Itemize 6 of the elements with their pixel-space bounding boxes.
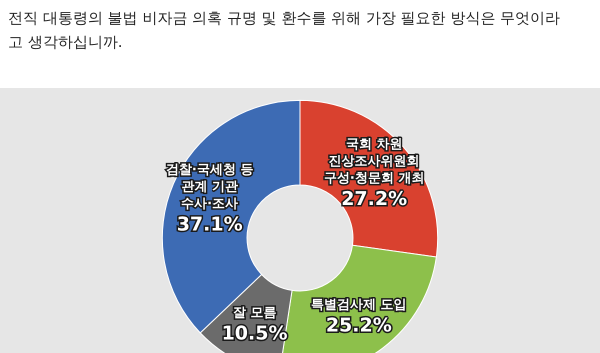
slice-label: 특별검사제 도입 bbox=[311, 297, 407, 312]
data-label: 25.2% bbox=[326, 314, 392, 336]
slice-label: 잘 모름 bbox=[232, 306, 276, 321]
data-label: 37.1% bbox=[176, 214, 243, 236]
chart-title: 전직 대통령의 불법 비자금 의혹 규명 및 환수를 위해 가장 필요한 방식은 무엇이라고 생각하십니까. bbox=[8, 8, 562, 53]
data-label: 27.2% bbox=[341, 188, 408, 210]
